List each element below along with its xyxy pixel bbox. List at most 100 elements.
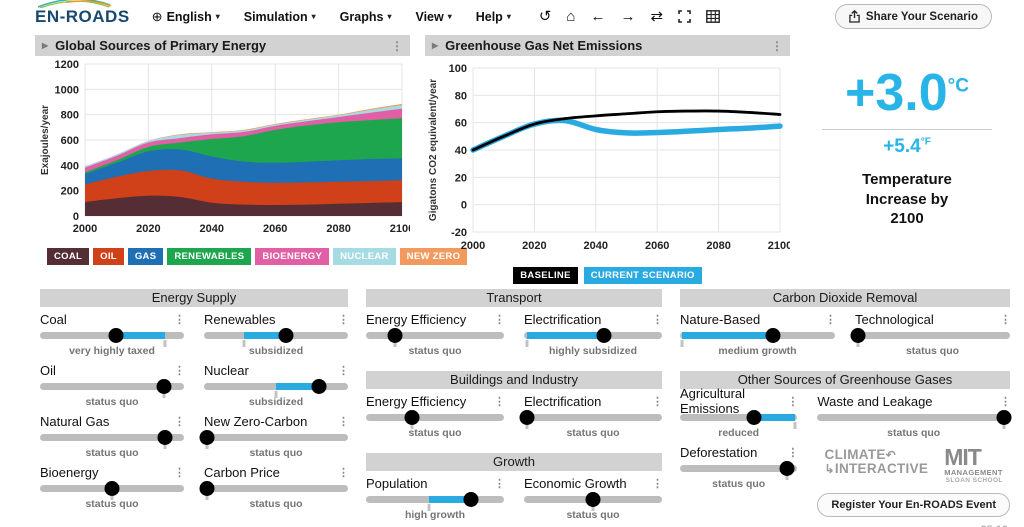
- slider-track[interactable]: [199, 481, 348, 500]
- slider-track[interactable]: [524, 492, 662, 511]
- slider-thumb[interactable]: [108, 328, 124, 343]
- slider-menu-icon[interactable]: ⋮: [338, 364, 349, 377]
- primary-energy-titlebar[interactable]: ▶ Global Sources of Primary Energy ⋮: [35, 35, 410, 56]
- slider-track[interactable]: [199, 430, 348, 449]
- legend-chip-baseline[interactable]: BASELINE: [513, 267, 578, 284]
- legend-chip-nuclear[interactable]: NUCLEAR: [333, 248, 396, 265]
- slider-thumb[interactable]: [199, 430, 215, 445]
- slider-thumb[interactable]: [311, 379, 327, 394]
- menu-label: Simulation: [243, 9, 308, 24]
- temperature-celsius: +3.0°C: [845, 64, 969, 122]
- slider-thumb[interactable]: [850, 328, 866, 343]
- slider-thumb[interactable]: [104, 481, 120, 496]
- slider-track[interactable]: [680, 410, 798, 429]
- slider-track[interactable]: [519, 410, 662, 429]
- default-tick: [427, 504, 431, 511]
- slider-track[interactable]: [40, 430, 184, 449]
- slider-track[interactable]: [366, 492, 504, 511]
- undo-icon[interactable]: ↺: [538, 8, 552, 25]
- slider-menu-icon[interactable]: ⋮: [338, 466, 349, 479]
- legend-chip-coal[interactable]: COAL: [47, 248, 90, 265]
- ghg-emissions-titlebar[interactable]: ▶ Greenhouse Gas Net Emissions ⋮: [425, 35, 790, 56]
- slider-menu-icon[interactable]: ⋮: [174, 364, 185, 377]
- slider-thumb[interactable]: [156, 379, 172, 394]
- legend-chip-renewables[interactable]: RENEWABLES: [167, 248, 252, 265]
- menu-graphs[interactable]: Graphs ▾: [340, 10, 392, 24]
- slider-menu-icon[interactable]: ⋮: [1000, 395, 1011, 408]
- panel-title: Other Sources of Greenhouse Gases: [680, 371, 1010, 389]
- primary-energy-chart[interactable]: 0 200 400 600 800 1000 1200 2000 2020 2040 2060 208…: [35, 56, 414, 242]
- slider-thumb[interactable]: [278, 328, 294, 343]
- slider-menu-icon[interactable]: ⋮: [787, 446, 798, 459]
- chart-menu-icon[interactable]: ⋮: [771, 38, 783, 53]
- back-icon[interactable]: ←: [590, 8, 606, 25]
- slider-menu-icon[interactable]: ⋮: [494, 395, 505, 408]
- enroads-logo[interactable]: EN-ROADS: [35, 0, 130, 27]
- slider-thumb[interactable]: [765, 328, 781, 343]
- slider-thumb[interactable]: [585, 492, 601, 507]
- menu-simulation[interactable]: Simulation ▾: [244, 10, 316, 24]
- slider-track[interactable]: [680, 461, 798, 480]
- menu-help[interactable]: Help ▾: [476, 10, 511, 24]
- slider-status: status quo: [85, 447, 139, 459]
- legend-chip-bioenergy[interactable]: BIOENERGY: [255, 248, 330, 265]
- slider-track[interactable]: [40, 328, 184, 347]
- slider-thumb[interactable]: [199, 481, 215, 496]
- slider-menu-icon[interactable]: ⋮: [825, 313, 836, 326]
- slider-thumb[interactable]: [779, 461, 795, 476]
- slider-thumb[interactable]: [463, 492, 479, 507]
- slider-track[interactable]: [204, 379, 348, 398]
- share-scenario-button[interactable]: Share Your Scenario: [834, 4, 992, 29]
- slider-menu-icon[interactable]: ⋮: [652, 395, 663, 408]
- slider-track[interactable]: [40, 481, 184, 500]
- fullscreen-icon[interactable]: [678, 10, 691, 23]
- slider-track[interactable]: [524, 328, 662, 347]
- legend-chip-gas[interactable]: GAS: [127, 248, 164, 265]
- slider-thumb[interactable]: [387, 328, 403, 343]
- slider-menu-icon[interactable]: ⋮: [652, 313, 663, 326]
- slider-thumb[interactable]: [996, 410, 1012, 425]
- slider-thumb[interactable]: [404, 410, 420, 425]
- app-header: EN-ROADS ⊕ English ▾ Simulation ▾ Graphs ▾ View…: [0, 0, 1024, 33]
- slider-thumb[interactable]: [596, 328, 612, 343]
- slider-track[interactable]: [40, 379, 184, 398]
- collapse-arrow-icon[interactable]: ▶: [42, 41, 49, 50]
- chart-menu-icon[interactable]: ⋮: [391, 38, 403, 53]
- forward-icon[interactable]: →: [620, 8, 636, 25]
- track-bar: [366, 332, 504, 339]
- slider-track[interactable]: [680, 328, 835, 347]
- climate-interactive-logo[interactable]: CLIMATE↶ ↳INTERACTIVE: [824, 447, 929, 477]
- slider-track[interactable]: [204, 328, 348, 347]
- menu-english[interactable]: ⊕ English ▾: [152, 9, 220, 25]
- slider-track[interactable]: [366, 410, 504, 429]
- legend-chip-oil[interactable]: OIL: [93, 248, 124, 265]
- collapse-arrow-icon[interactable]: ▶: [432, 41, 439, 50]
- slider-menu-icon[interactable]: ⋮: [338, 313, 349, 326]
- slider-menu-icon[interactable]: ⋮: [652, 477, 663, 490]
- slider-menu-icon[interactable]: ⋮: [174, 415, 185, 428]
- slider-label: Economic Growth: [524, 475, 627, 491]
- slider-menu-icon[interactable]: ⋮: [494, 477, 505, 490]
- slider-menu-icon[interactable]: ⋮: [338, 415, 349, 428]
- sync-icon[interactable]: ⇄: [650, 8, 664, 25]
- menu-view[interactable]: View ▾: [415, 10, 451, 24]
- register-event-button[interactable]: Register Your En-ROADS Event: [817, 492, 1010, 517]
- slider-menu-icon[interactable]: ⋮: [1000, 313, 1011, 326]
- slider-track[interactable]: [850, 328, 1010, 347]
- slider-menu-icon[interactable]: ⋮: [787, 395, 798, 408]
- table-icon[interactable]: [706, 10, 720, 23]
- default-tick: [525, 422, 529, 429]
- slider-thumb[interactable]: [157, 430, 173, 445]
- slider-menu-icon[interactable]: ⋮: [174, 466, 185, 479]
- slider-thumb[interactable]: [746, 410, 762, 425]
- slider-track[interactable]: [366, 328, 504, 347]
- mit-logo[interactable]: MIT MANAGEMENT SLOAN SCHOOL: [944, 444, 1003, 484]
- slider-thumb[interactable]: [519, 410, 535, 425]
- slider-menu-icon[interactable]: ⋮: [174, 313, 185, 326]
- home-icon[interactable]: ⌂: [566, 8, 576, 25]
- legend-chip-current-scenario[interactable]: CURRENT SCENARIO: [583, 267, 702, 284]
- slider-menu-icon[interactable]: ⋮: [494, 313, 505, 326]
- legend-chip-new_zero[interactable]: NEW ZERO: [399, 248, 468, 265]
- slider-track[interactable]: [817, 410, 1012, 429]
